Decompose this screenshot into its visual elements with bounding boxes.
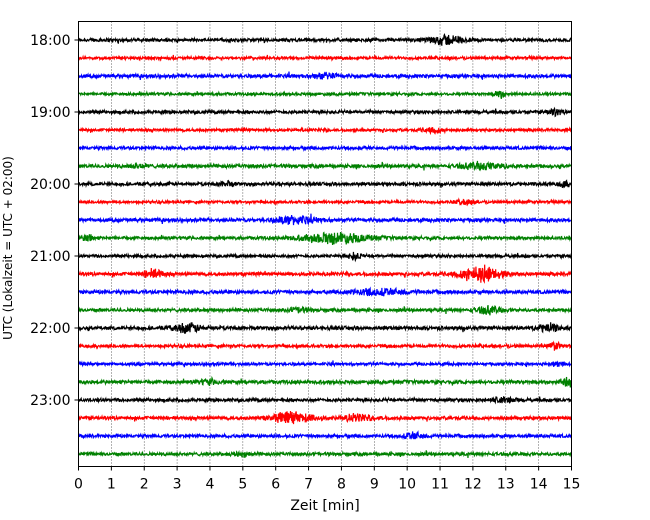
trace-1900 — [77, 106, 573, 118]
trace-1830 — [77, 71, 573, 81]
x-tick-label: 0 — [74, 477, 83, 493]
x-tick-label: 4 — [206, 477, 215, 493]
trace-2130 — [77, 286, 573, 297]
trace-2300 — [77, 395, 573, 405]
x-tick-label: 13 — [497, 477, 515, 493]
x-tick-label: 11 — [431, 477, 449, 493]
trace-2045 — [77, 231, 572, 245]
trace-1845 — [77, 90, 572, 99]
y-tick-label: 23:00 — [30, 393, 70, 409]
x-tick-label: 9 — [370, 477, 379, 493]
trace-2315 — [78, 410, 573, 425]
x-tick-label: 7 — [304, 477, 313, 493]
trace-2100 — [77, 251, 573, 263]
x-tick-label: 12 — [464, 477, 482, 493]
trace-2145 — [77, 305, 572, 316]
x-tick-label: 14 — [530, 477, 548, 493]
trace-2030 — [78, 213, 573, 226]
x-tick-label: 6 — [271, 477, 280, 493]
grid-lines — [111, 21, 539, 467]
trace-1930 — [77, 144, 573, 152]
plot-frame — [78, 21, 572, 467]
trace-group — [77, 32, 573, 459]
trace-2115 — [78, 264, 572, 284]
trace-2215 — [77, 340, 573, 351]
trace-2015 — [77, 197, 573, 207]
x-tick-label: 2 — [140, 477, 149, 493]
x-tick-label: 8 — [337, 477, 346, 493]
x-tick-label: 15 — [563, 477, 581, 493]
trace-2230 — [78, 360, 573, 369]
y-tick-label: 21:00 — [30, 249, 70, 265]
trace-2330 — [77, 430, 573, 440]
x-axis-label: Zeit [min] — [290, 498, 359, 514]
y-tick-label: 20:00 — [30, 177, 70, 193]
trace-2200 — [77, 322, 573, 334]
x-tick-label: 1 — [107, 477, 116, 493]
y-tick-label: 19:00 — [30, 105, 70, 121]
x-tick-label: 3 — [173, 477, 182, 493]
trace-1815 — [78, 54, 573, 62]
y-axis-ticks: 18:00 19:00 20:00 21:00 22:00 23:00 — [30, 33, 79, 409]
y-axis-label: UTC (Lokalzeit = UTC + 02:00) — [1, 156, 15, 340]
trace-1800 — [77, 32, 573, 47]
x-tick-label: 10 — [398, 477, 416, 493]
trace-2245 — [77, 375, 573, 388]
trace-1945 — [77, 160, 573, 172]
y-tick-label: 18:00 — [30, 33, 70, 49]
x-axis-ticks: 0 1 2 3 4 5 6 7 8 9 10 11 12 13 14 15 — [74, 466, 581, 493]
trace-2000 — [77, 179, 573, 189]
trace-2345 — [77, 450, 572, 459]
y-tick-label: 22:00 — [30, 321, 70, 337]
x-tick-label: 5 — [238, 477, 247, 493]
trace-1915 — [77, 126, 572, 136]
